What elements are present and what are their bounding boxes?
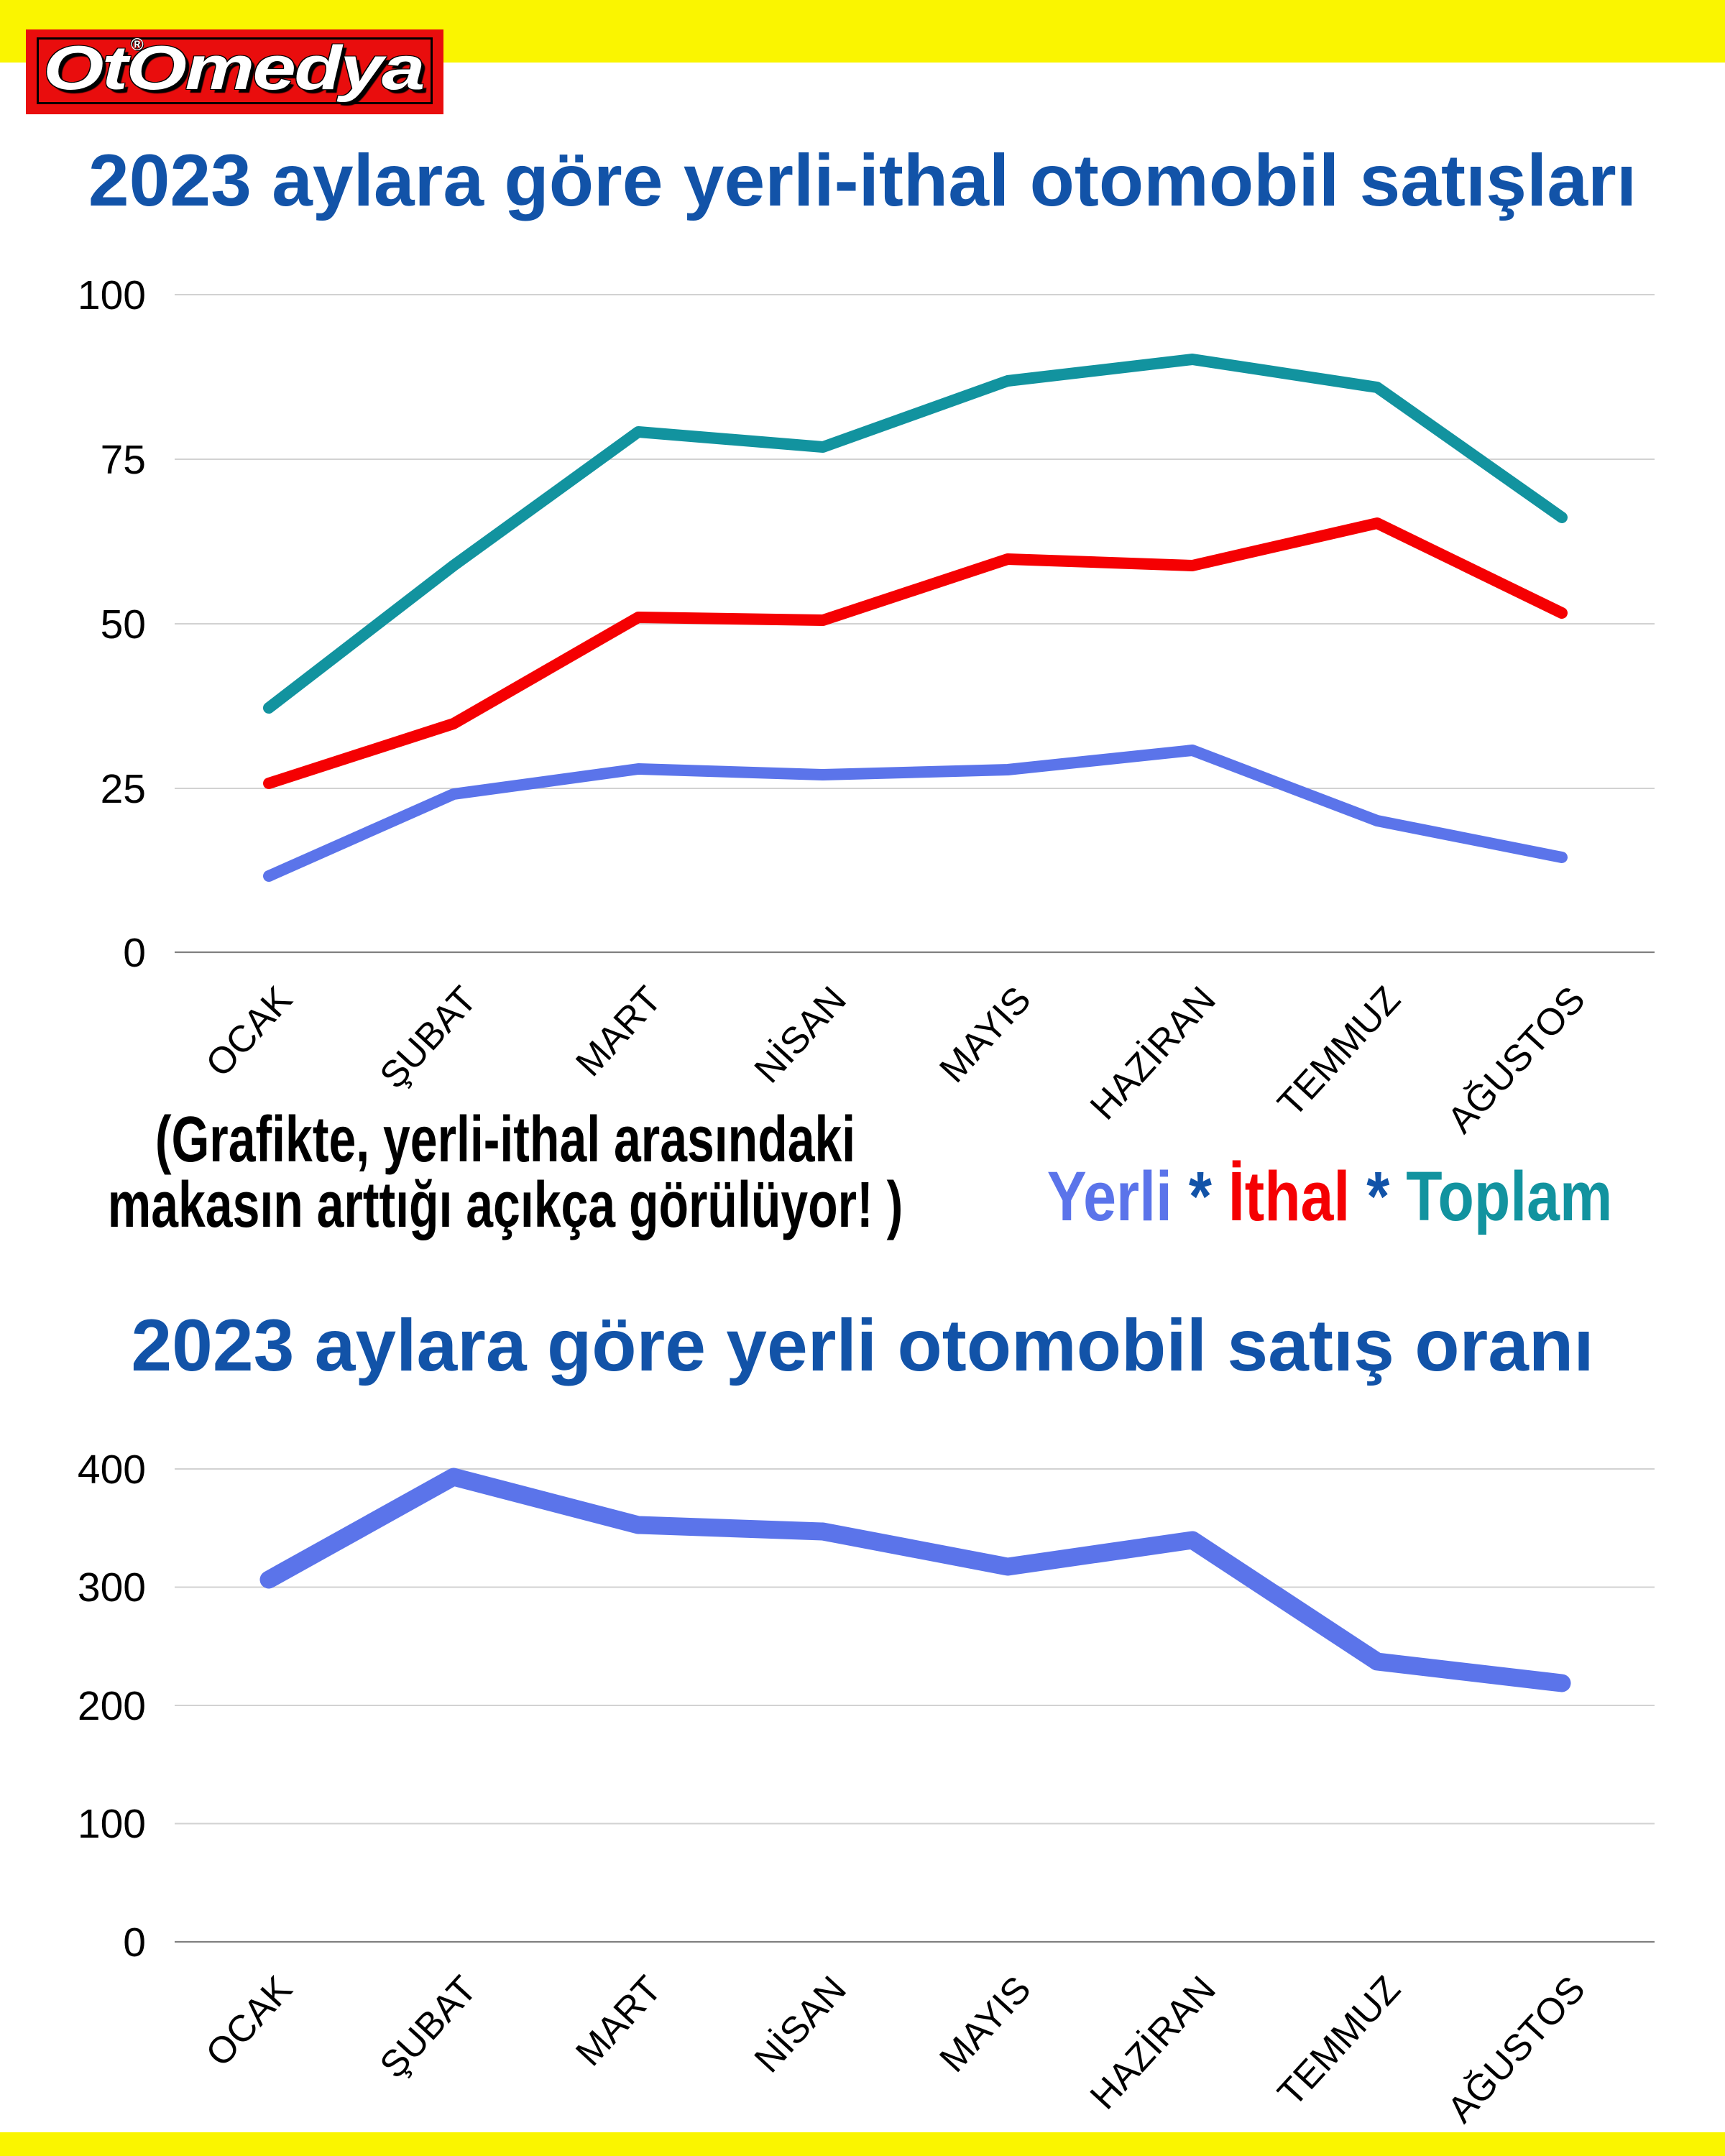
svg-text:TEMMUZ: TEMMUZ	[1270, 979, 1409, 1125]
svg-text:50: 50	[101, 602, 146, 648]
svg-text:400: 400	[78, 1447, 146, 1493]
svg-text:100: 100	[78, 1801, 146, 1847]
svg-text:0: 0	[123, 930, 146, 976]
svg-text:0: 0	[123, 1920, 146, 1966]
svg-text:MART: MART	[568, 979, 670, 1084]
svg-text:MAYIS: MAYIS	[932, 1968, 1039, 2081]
svg-text:NİSAN: NİSAN	[747, 1968, 855, 2081]
svg-text:ŞUBAT: ŞUBAT	[372, 1968, 485, 2086]
svg-text:200: 200	[78, 1683, 146, 1729]
svg-text:TEMMUZ: TEMMUZ	[1270, 1968, 1409, 2114]
svg-text:300: 300	[78, 1565, 146, 1611]
svg-text:AĞUSTOS: AĞUSTOS	[1440, 1968, 1593, 2131]
svg-text:25: 25	[101, 766, 146, 812]
svg-text:75: 75	[101, 437, 146, 483]
svg-text:ŞUBAT: ŞUBAT	[372, 979, 485, 1097]
svg-text:MART: MART	[568, 1968, 670, 2074]
svg-text:AĞUSTOS: AĞUSTOS	[1440, 979, 1593, 1141]
svg-text:OCAK: OCAK	[198, 1968, 301, 2075]
svg-text:100: 100	[78, 272, 146, 318]
svg-text:HAZİRAN: HAZİRAN	[1082, 1968, 1224, 2117]
svg-text:HAZİRAN: HAZİRAN	[1082, 979, 1224, 1128]
svg-text:OCAK: OCAK	[198, 979, 301, 1085]
svg-text:MAYIS: MAYIS	[932, 979, 1039, 1091]
svg-text:NİSAN: NİSAN	[747, 979, 855, 1091]
